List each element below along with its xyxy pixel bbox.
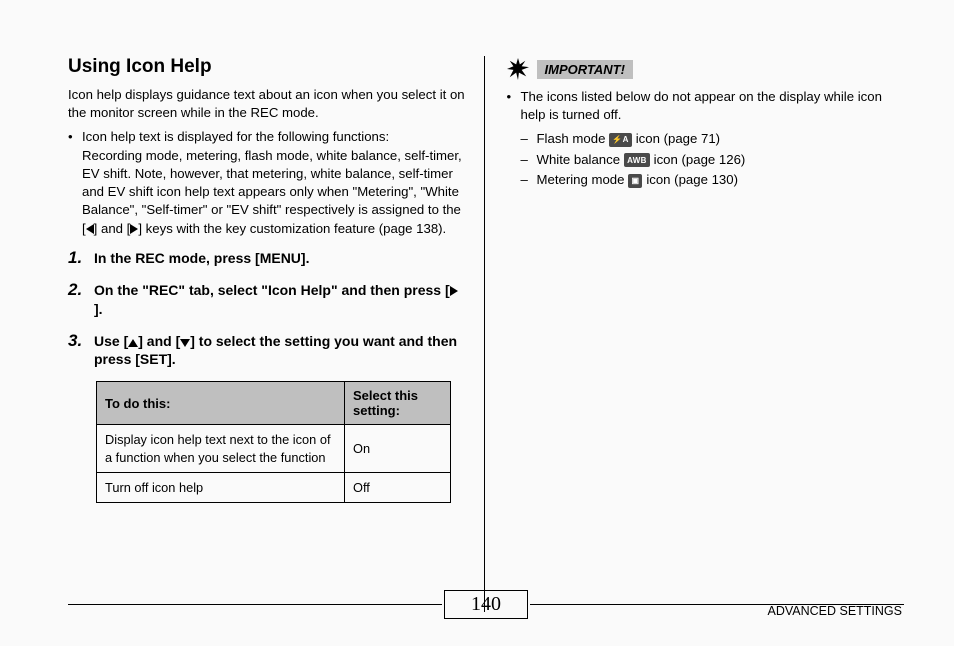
bullet-item: • Icon help text is displayed for the fo…: [68, 128, 466, 237]
page-number: 140: [444, 590, 528, 619]
step-1: 1. In the REC mode, press [MENU].: [68, 248, 466, 268]
table-header-row: To do this: Select this setting:: [97, 382, 451, 425]
table-header: To do this:: [97, 382, 345, 425]
table-header: Select this setting:: [345, 382, 451, 425]
footer-section-label: ADVANCED SETTINGS: [767, 604, 902, 618]
triangle-up-icon: [128, 339, 138, 347]
bullet-text: The icons listed below do not appear on …: [521, 88, 905, 124]
step-text: On the "REC" tab, select "Icon Help" and…: [94, 280, 466, 319]
table-cell: Display icon help text next to the icon …: [97, 425, 345, 473]
white-balance-icon: AWB: [624, 153, 650, 167]
sub1-a: Flash mode: [537, 130, 606, 148]
sub3-a: Metering mode: [537, 171, 625, 189]
flash-mode-icon: ⚡A: [609, 133, 631, 147]
table-cell: On: [345, 425, 451, 473]
table-cell: Off: [345, 472, 451, 502]
settings-table: To do this: Select this setting: Display…: [96, 381, 451, 503]
page-content: Using Icon Help Icon help displays guida…: [0, 0, 954, 570]
step2-b: ].: [94, 301, 103, 317]
bullet-item: • The icons listed below do not appear o…: [507, 88, 905, 124]
left-column: Using Icon Help Icon help displays guida…: [68, 56, 484, 570]
triangle-right-icon: [450, 286, 458, 296]
metering-mode-icon: ▣: [628, 174, 642, 188]
burst-icon: [507, 58, 529, 80]
table-row: Display icon help text next to the icon …: [97, 425, 451, 473]
step-number: 2.: [68, 280, 94, 319]
bullet-line-1: Icon help text is displayed for the foll…: [82, 129, 389, 144]
footer-line: [68, 604, 442, 605]
important-callout: IMPORTANT!: [507, 58, 905, 80]
bullet-line-2b: ] and [: [94, 221, 131, 236]
sub-text: White balance AWB icon (page 126): [537, 151, 905, 169]
important-label: IMPORTANT!: [537, 60, 633, 79]
section-title: Using Icon Help: [68, 56, 466, 78]
right-column: IMPORTANT! • The icons listed below do n…: [485, 56, 905, 570]
sub1-b: icon (page 71): [636, 130, 720, 148]
table-row: Turn off icon help Off: [97, 472, 451, 502]
step2-a: On the "REC" tab, select "Icon Help" and…: [94, 282, 450, 298]
bullet-dot: •: [68, 128, 82, 237]
intro-text: Icon help displays guidance text about a…: [68, 86, 466, 122]
triangle-left-icon: [86, 224, 94, 234]
dash: –: [521, 171, 537, 189]
bullet-text: Icon help text is displayed for the foll…: [82, 128, 466, 237]
bullet-line-2c: ] keys with the key customization featur…: [138, 221, 446, 236]
step-number: 3.: [68, 331, 94, 370]
step3-a: Use [: [94, 333, 128, 349]
sub-item-flash: – Flash mode ⚡A icon (page 71): [521, 130, 905, 148]
step-2: 2. On the "REC" tab, select "Icon Help" …: [68, 280, 466, 319]
step-number: 1.: [68, 248, 94, 268]
sub3-b: icon (page 130): [646, 171, 738, 189]
triangle-down-icon: [180, 339, 190, 347]
bullet-dot: •: [507, 88, 521, 124]
step-text: In the REC mode, press [MENU].: [94, 248, 309, 268]
table-cell: Turn off icon help: [97, 472, 345, 502]
step-text: Use [] and [] to select the setting you …: [94, 331, 466, 370]
sub-item-wb: – White balance AWB icon (page 126): [521, 151, 905, 169]
dash: –: [521, 151, 537, 169]
step3-b: ] and [: [138, 333, 180, 349]
dash: –: [521, 130, 537, 148]
sub-text: Flash mode ⚡A icon (page 71): [537, 130, 905, 148]
sub2-b: icon (page 126): [654, 151, 746, 169]
step-3: 3. Use [] and [] to select the setting y…: [68, 331, 466, 370]
sub2-a: White balance: [537, 151, 621, 169]
sub-item-metering: – Metering mode ▣ icon (page 130): [521, 171, 905, 189]
sub-text: Metering mode ▣ icon (page 130): [537, 171, 905, 189]
